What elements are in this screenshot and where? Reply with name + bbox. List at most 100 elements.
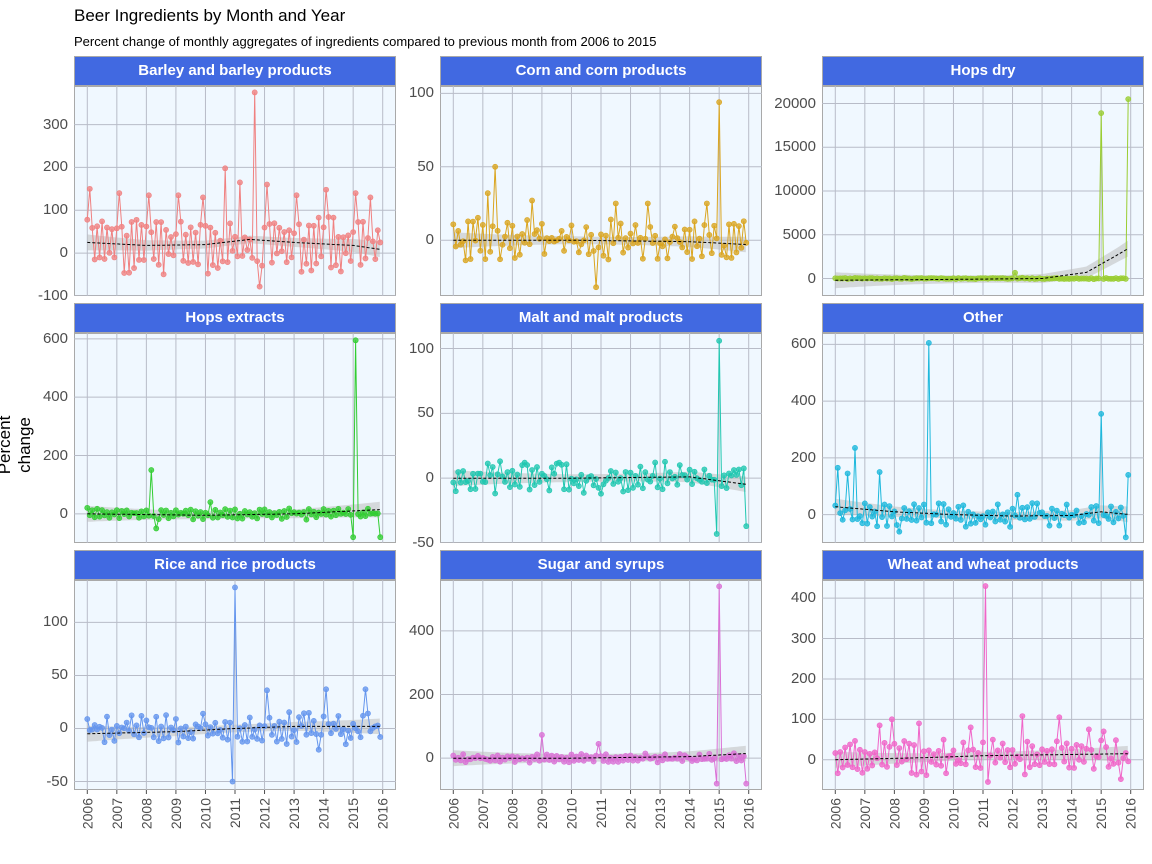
data-point bbox=[1009, 747, 1016, 753]
data-point bbox=[982, 521, 989, 528]
data-point bbox=[1083, 745, 1090, 752]
data-point bbox=[374, 510, 381, 517]
data-point bbox=[227, 507, 233, 514]
data-point bbox=[239, 515, 246, 522]
data-point bbox=[160, 735, 167, 742]
data-point bbox=[617, 475, 624, 482]
data-point bbox=[997, 754, 1004, 761]
data-point bbox=[972, 519, 979, 526]
x-tick-label: 2013 bbox=[652, 798, 668, 829]
data-point bbox=[1095, 520, 1102, 527]
x-tick-label: 2012 bbox=[623, 798, 639, 829]
data-point bbox=[980, 513, 986, 520]
data-point bbox=[918, 768, 925, 775]
data-point bbox=[948, 752, 954, 759]
x-tick-label: 2011 bbox=[975, 798, 991, 828]
data-point bbox=[896, 745, 903, 751]
data-point bbox=[345, 232, 352, 239]
data-point bbox=[1108, 755, 1114, 762]
data-point bbox=[726, 221, 732, 228]
data-point bbox=[876, 722, 883, 729]
data-point bbox=[192, 229, 199, 236]
data-point bbox=[91, 514, 98, 521]
data-point bbox=[355, 219, 361, 225]
data-point bbox=[286, 227, 293, 234]
data-point bbox=[504, 219, 511, 226]
data-point bbox=[511, 481, 518, 488]
data-point bbox=[649, 240, 656, 246]
data-point bbox=[296, 221, 302, 228]
data-point bbox=[271, 220, 278, 227]
series-line bbox=[86, 92, 381, 287]
data-point bbox=[886, 503, 893, 510]
data-point bbox=[662, 458, 668, 465]
data-point bbox=[622, 235, 629, 242]
data-point bbox=[475, 214, 481, 221]
data-point bbox=[374, 722, 381, 729]
data-point bbox=[487, 248, 494, 255]
data-point bbox=[1002, 759, 1009, 766]
data-point bbox=[310, 222, 317, 229]
data-point bbox=[200, 710, 206, 717]
data-point bbox=[918, 514, 925, 521]
data-point bbox=[543, 476, 550, 483]
data-point bbox=[273, 250, 280, 257]
data-point bbox=[116, 190, 123, 197]
data-point bbox=[852, 738, 858, 744]
data-point bbox=[603, 232, 609, 239]
data-point bbox=[1019, 504, 1026, 511]
data-point bbox=[980, 739, 986, 746]
data-point bbox=[467, 486, 474, 493]
data-point bbox=[1071, 765, 1077, 771]
data-point bbox=[1024, 738, 1031, 745]
chart-title: Beer Ingredients by Month and Year bbox=[74, 6, 346, 25]
data-point bbox=[470, 218, 476, 225]
data-point bbox=[738, 244, 745, 251]
x-tick-label: 2016 bbox=[375, 798, 391, 829]
data-point bbox=[588, 473, 595, 479]
y-tick-label: 0 bbox=[59, 504, 68, 522]
y-tick-label: 200 bbox=[408, 685, 434, 703]
data-point bbox=[342, 250, 349, 257]
data-point bbox=[1051, 515, 1058, 521]
data-point bbox=[1115, 515, 1122, 522]
data-point bbox=[507, 245, 513, 252]
facet-strip-label: Hops dry bbox=[822, 56, 1144, 86]
data-point bbox=[86, 185, 93, 192]
data-point bbox=[642, 235, 649, 242]
data-point bbox=[1125, 758, 1132, 765]
data-point bbox=[1113, 737, 1119, 744]
data-point bbox=[703, 200, 710, 207]
data-point bbox=[158, 219, 165, 226]
facet-panel: Sugar and syrups bbox=[440, 550, 762, 790]
data-point bbox=[303, 260, 310, 267]
data-point bbox=[987, 514, 994, 521]
data-point bbox=[106, 249, 113, 256]
data-point bbox=[94, 223, 101, 230]
data-point bbox=[254, 735, 261, 742]
data-point bbox=[1066, 764, 1073, 771]
data-point bbox=[472, 486, 479, 492]
data-point bbox=[320, 224, 327, 231]
data-point bbox=[1061, 758, 1068, 765]
data-point bbox=[590, 482, 597, 489]
data-point bbox=[185, 260, 192, 266]
data-point bbox=[662, 236, 668, 243]
data-point bbox=[133, 216, 140, 223]
data-point bbox=[84, 504, 91, 511]
data-point bbox=[615, 234, 622, 241]
y-tick-label: 20000 bbox=[774, 94, 816, 112]
data-point bbox=[637, 234, 644, 241]
data-point bbox=[718, 483, 725, 490]
data-point bbox=[362, 255, 369, 262]
data-point bbox=[347, 511, 354, 518]
data-point bbox=[109, 226, 115, 233]
data-point bbox=[313, 260, 320, 267]
data-point bbox=[350, 229, 357, 235]
data-point bbox=[278, 248, 285, 255]
plot-area bbox=[74, 333, 396, 543]
data-point bbox=[232, 506, 238, 513]
y-tick-label: 600 bbox=[42, 329, 68, 347]
data-point bbox=[116, 515, 123, 522]
data-point bbox=[842, 744, 849, 751]
